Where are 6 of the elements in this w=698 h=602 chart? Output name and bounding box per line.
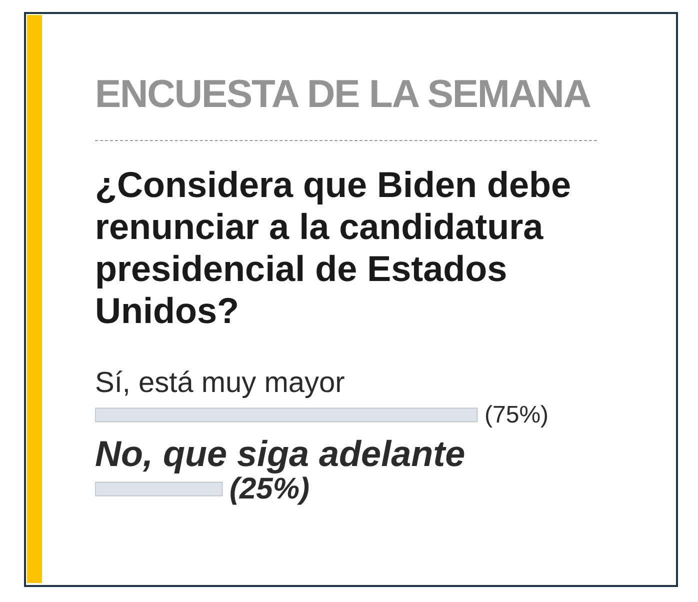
- data-label: (75%): [484, 402, 549, 429]
- chart-title: ENCUESTA DE LA SEMANA: [95, 73, 590, 116]
- chart-subtitle: ¿Considera que Biden debe renunciar a la candidatura presidencial de Estados Unidos?: [95, 164, 572, 332]
- data-label: (25%): [230, 472, 310, 506]
- y-tick-label: Sí, está muy mayor: [95, 367, 346, 399]
- y-tick-label: No, que siga adelante: [95, 433, 466, 474]
